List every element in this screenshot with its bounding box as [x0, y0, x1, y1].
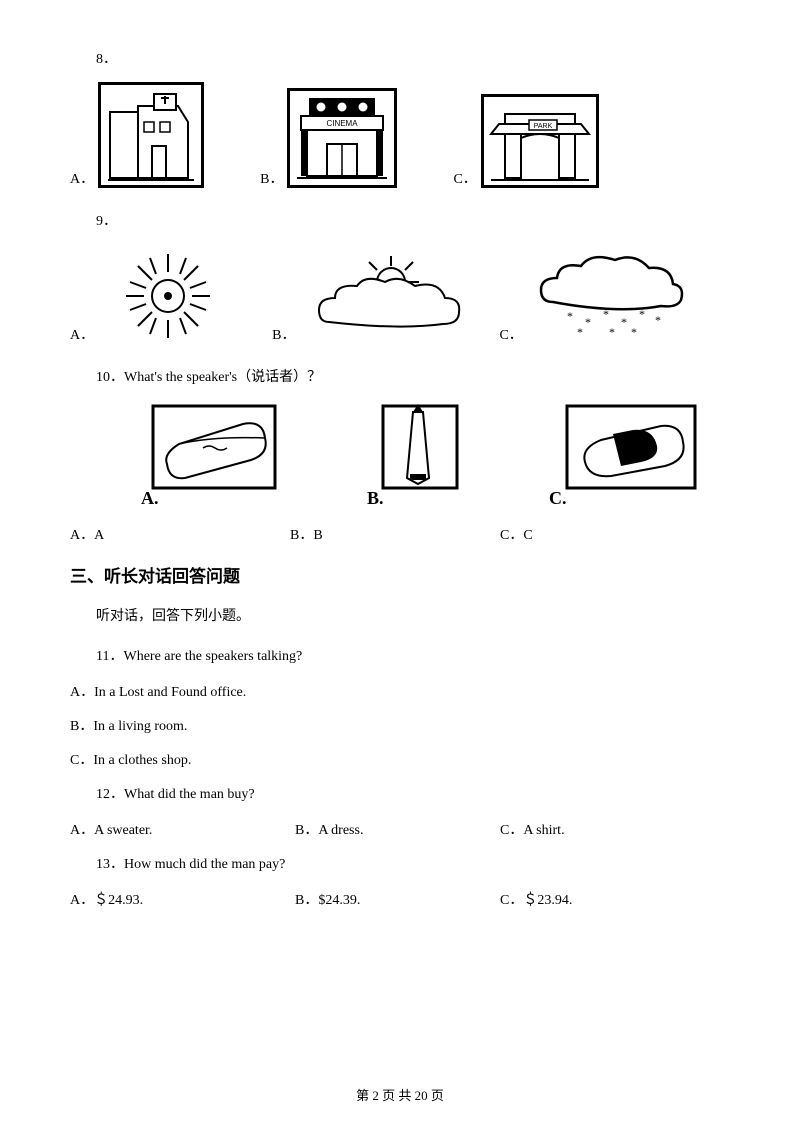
svg-text:*: *: [567, 309, 573, 323]
q12-text: 12．What did the man buy?: [96, 783, 730, 803]
q8-option-a-label: A．: [70, 168, 94, 188]
q11-option-b[interactable]: B．In a living room.: [70, 715, 730, 735]
svg-text:*: *: [609, 325, 615, 339]
q8-number: 8．: [96, 48, 730, 68]
q8-option-b-label: B．: [260, 168, 283, 188]
q13-option-a[interactable]: A．＄24.93.: [70, 889, 295, 909]
q8-image-row: A． B．: [70, 82, 730, 188]
q8-option-b[interactable]: B． CINEMA: [260, 88, 397, 188]
sun-icon: [98, 244, 238, 344]
q8-option-a[interactable]: A．: [70, 82, 204, 188]
q9-number: 9．: [96, 210, 730, 230]
svg-text:B.: B.: [367, 488, 384, 508]
q12-option-a[interactable]: A．A sweater.: [70, 819, 295, 839]
q11-text: 11．Where are the speakers talking?: [96, 645, 730, 665]
q13-option-c[interactable]: C．＄23.94.: [500, 889, 572, 909]
section3-title: 三、听长对话回答问题: [70, 562, 730, 587]
q9-option-a-label: A．: [70, 324, 94, 344]
q9-option-a[interactable]: A．: [70, 244, 238, 344]
svg-text:*: *: [621, 315, 627, 329]
svg-text:*: *: [577, 325, 583, 339]
svg-text:A.: A.: [141, 488, 159, 508]
q9-option-c-label: C．: [499, 324, 522, 344]
q10-image-row: A. B. C.: [96, 400, 730, 510]
q9-option-c[interactable]: C． ** ** ** ** *: [499, 246, 686, 344]
q13-options-row: A．＄24.93. B．$24.39. C．＄23.94.: [70, 889, 730, 909]
snow-cloud-icon: ** ** ** ** *: [527, 246, 687, 344]
q10-options-row: A．A B．B C．C: [70, 524, 730, 544]
q8-option-c[interactable]: C． PARK: [453, 94, 598, 188]
svg-text:*: *: [603, 307, 609, 321]
park-gate-icon: PARK: [481, 94, 599, 188]
q10-option-c[interactable]: C．C: [500, 524, 533, 544]
q13-option-b[interactable]: B．$24.39.: [295, 889, 500, 909]
cinema-icon: CINEMA: [287, 88, 397, 188]
q9-image-row: A． B: [70, 244, 730, 344]
svg-text:CINEMA: CINEMA: [327, 119, 359, 128]
svg-text:*: *: [655, 313, 661, 327]
partly-cloudy-icon: [299, 250, 473, 344]
q10-option-a[interactable]: A．A: [70, 524, 290, 544]
q11-option-a[interactable]: A．In a Lost and Found office.: [70, 681, 730, 701]
q8-option-c-label: C．: [453, 168, 476, 188]
q12-option-b[interactable]: B．A dress.: [295, 819, 500, 839]
svg-text:*: *: [585, 315, 591, 329]
q10-option-b[interactable]: B．B: [290, 524, 500, 544]
hospital-icon: [98, 82, 204, 188]
q9-option-b[interactable]: B．: [272, 250, 473, 344]
page-footer: 第 2 页 共 20 页: [0, 1085, 800, 1104]
q12-option-c[interactable]: C．A shirt.: [500, 819, 565, 839]
q11-option-c[interactable]: C．In a clothes shop.: [70, 749, 730, 769]
svg-text:*: *: [639, 307, 645, 321]
q10-text: 10．What's the speaker's（说话者）？: [96, 366, 730, 386]
q12-options-row: A．A sweater. B．A dress. C．A shirt.: [70, 819, 730, 839]
q13-text: 13．How much did the man pay?: [96, 853, 730, 873]
q9-option-b-label: B．: [272, 324, 295, 344]
svg-text:*: *: [631, 325, 637, 339]
svg-text:C.: C.: [549, 488, 567, 508]
svg-text:PARK: PARK: [534, 123, 553, 130]
section3-instr: 听对话，回答下列小题。: [96, 605, 730, 625]
